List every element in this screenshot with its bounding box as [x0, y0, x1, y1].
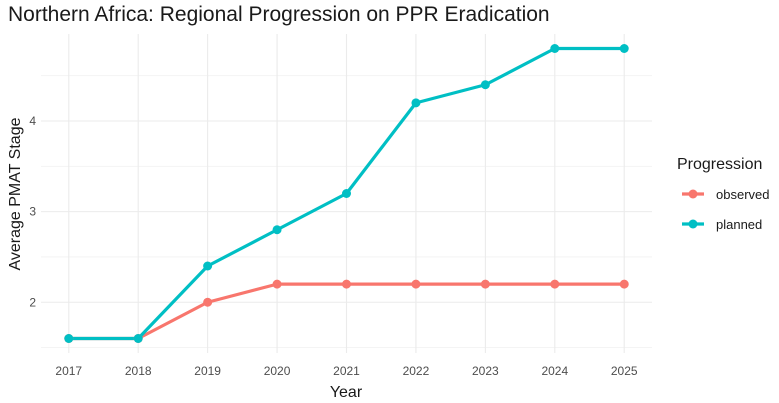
x-tick-label: 2025 [611, 364, 638, 378]
data-point-observed [342, 279, 351, 289]
y-axis-ticks: 2 3 4 [29, 114, 36, 309]
legend-key-point [688, 189, 698, 199]
chart-title: Northern Africa: Regional Progression on… [8, 3, 550, 26]
x-tick-label: 2022 [403, 364, 430, 378]
legend-label: observed [716, 187, 769, 202]
x-tick-label: 2024 [541, 364, 568, 378]
data-point-planned [203, 261, 213, 271]
data-point-planned [64, 334, 74, 343]
x-axis-title: Year [330, 384, 363, 401]
y-axis-title: Average PMAT Stage [7, 117, 24, 270]
data-point-planned [411, 98, 421, 108]
data-point-planned [619, 44, 629, 53]
y-tick-label: 2 [29, 295, 36, 309]
legend-items: observed planned [682, 187, 769, 232]
x-tick-label: 2019 [194, 364, 221, 378]
legend-item-observed: observed [682, 187, 769, 202]
data-point-observed [619, 279, 629, 289]
data-point-planned [550, 44, 560, 53]
data-point-planned [272, 225, 282, 235]
x-tick-label: 2020 [264, 364, 291, 378]
series-points [64, 44, 629, 343]
legend-item-planned: planned [682, 217, 762, 232]
data-point-observed [480, 279, 490, 289]
x-axis-ticks: 2017 2018 2019 2020 2021 2022 2023 2024 2025 [55, 364, 637, 378]
x-tick-label: 2018 [125, 364, 152, 378]
data-point-planned [480, 80, 490, 90]
legend: Progression observed planned [677, 156, 769, 232]
data-point-planned [342, 189, 351, 198]
data-point-observed [272, 279, 282, 289]
data-point-observed [203, 297, 213, 307]
x-tick-label: 2023 [472, 364, 499, 378]
data-point-observed [550, 279, 560, 289]
y-tick-label: 3 [29, 205, 36, 219]
x-tick-label: 2021 [333, 364, 360, 378]
legend-label: planned [716, 217, 762, 232]
y-tick-label: 4 [29, 114, 36, 128]
legend-title: Progression [677, 156, 762, 173]
legend-key-point [688, 219, 698, 229]
data-point-observed [411, 279, 421, 289]
data-point-planned [133, 334, 143, 343]
x-tick-label: 2017 [55, 364, 82, 378]
